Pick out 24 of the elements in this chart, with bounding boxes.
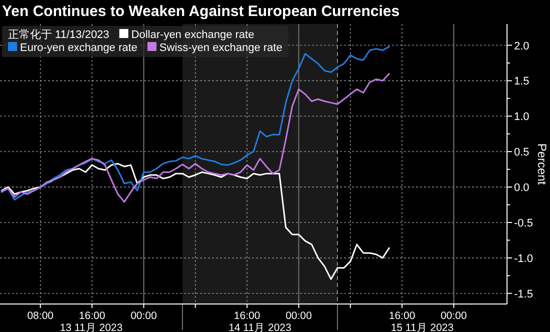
y-tick-label: -1.5 xyxy=(514,288,533,300)
y-tick-label: -1.0 xyxy=(514,252,533,265)
x-tick-label: 08:00 xyxy=(27,310,54,322)
y-tick-label: 0.5 xyxy=(514,146,530,159)
x-tick-label: 16:00 xyxy=(234,310,260,322)
legend-label: Dollar-yen exchange rate xyxy=(131,29,254,41)
x-tick-label: 00:00 xyxy=(130,310,157,322)
chart-title: Yen Continues to Weaken Against European Currencies xyxy=(2,3,400,20)
legend-label: Swiss-yen exchange rate xyxy=(159,42,282,54)
legend-label: Euro-yen exchange rate xyxy=(20,42,138,54)
y-axis-title: Percent xyxy=(535,143,549,186)
text: 15 11月 2023 xyxy=(390,322,454,332)
y-tick-label: 1.0 xyxy=(514,111,530,124)
y-tick-label: 2.0 xyxy=(514,40,530,52)
x-tick-label: 00:00 xyxy=(286,310,312,322)
x-tick-label: 16:00 xyxy=(78,310,106,322)
y-tick-label: 1.5 xyxy=(514,76,530,88)
y-tick-label: 0.0 xyxy=(514,182,530,194)
text: 14 11月 2023 xyxy=(228,322,292,332)
legend-title: 正常化于 11/13/2023 xyxy=(8,28,110,41)
x-tick-label: 16:00 xyxy=(388,310,416,322)
y-tick-label: -0.5 xyxy=(514,217,533,230)
text: 13 11月 2023 xyxy=(60,322,123,332)
x-tick-label: 00:00 xyxy=(440,310,468,322)
